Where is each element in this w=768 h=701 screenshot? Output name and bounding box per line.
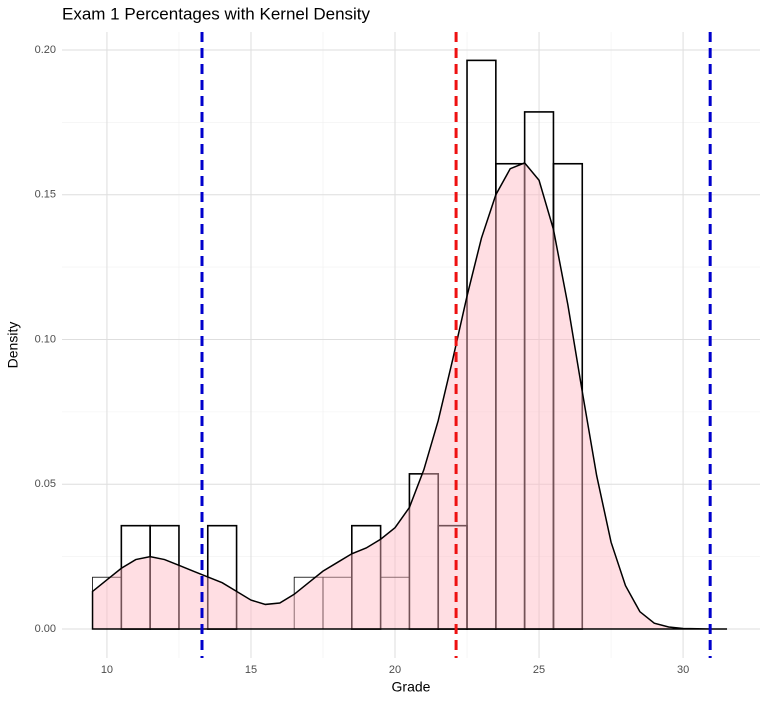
chart-title: Exam 1 Percentages with Kernel Density — [62, 4, 371, 23]
y-tick-label: 0.10 — [35, 333, 56, 345]
x-tick-label: 20 — [389, 664, 401, 676]
y-tick-label: 0.15 — [35, 189, 56, 201]
y-axis-title: Density — [5, 322, 21, 369]
x-tick-label: 25 — [533, 664, 545, 676]
x-tick-label: 15 — [245, 664, 257, 676]
y-tick-label: 0.20 — [35, 44, 56, 56]
y-tick-label: 0.05 — [35, 478, 56, 490]
density-area — [92, 162, 727, 630]
x-tick-label: 10 — [101, 664, 113, 676]
x-axis-title: Grade — [392, 679, 431, 695]
x-tick-label: 30 — [677, 664, 689, 676]
y-tick-label: 0.00 — [35, 623, 56, 635]
density-line — [91, 161, 728, 630]
